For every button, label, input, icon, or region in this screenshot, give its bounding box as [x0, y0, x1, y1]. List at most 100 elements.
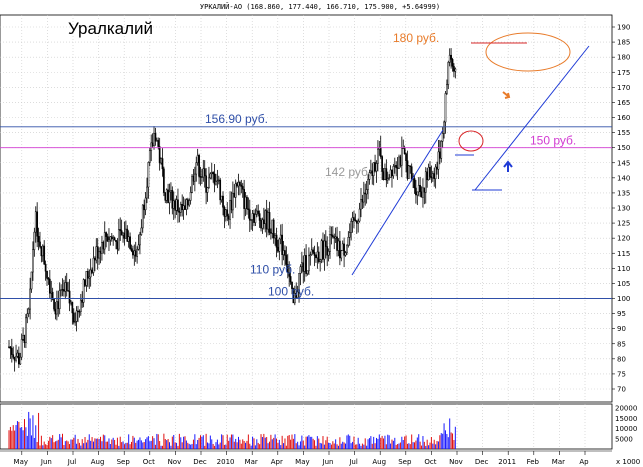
y-tick-label: 170 [617, 84, 630, 92]
candle-body [410, 166, 413, 180]
y-tick-label: 130 [617, 205, 630, 213]
candle-body [340, 250, 343, 259]
candle-body [377, 148, 379, 164]
candle-body [53, 299, 55, 310]
candle-body [362, 192, 365, 203]
candle-body [34, 211, 37, 233]
y-tick-label: 190 [617, 24, 630, 32]
candle-body [217, 179, 220, 182]
x-tick-label: Oct [143, 458, 155, 466]
candle-body [258, 213, 261, 221]
y-axis: 70 75 80 85 90 95 100 105 110 115 120 125 130 135 140 1… [612, 24, 640, 466]
x-tick-label: Apr [271, 458, 283, 466]
candle-body [327, 251, 330, 256]
y-tick-label: 135 [617, 189, 630, 197]
candle-body [216, 180, 219, 182]
candle-body [126, 228, 129, 242]
candle-body [70, 301, 72, 304]
candle-body [12, 354, 15, 358]
candle-body [133, 250, 136, 256]
candle-body [333, 236, 336, 239]
candle-body [246, 196, 248, 210]
candle-body [136, 249, 138, 257]
y-tick-label: 70 [617, 386, 626, 394]
candle-body [426, 171, 429, 181]
candle-body [15, 355, 17, 361]
candle-body [179, 203, 182, 213]
candle-body [195, 162, 198, 175]
y-tick-label: 95 [617, 310, 626, 318]
candle-body [441, 133, 444, 142]
candle-body [431, 173, 434, 179]
candle-body [125, 228, 127, 239]
candle-body [451, 59, 454, 67]
y-tick-label: 125 [617, 220, 630, 228]
candle-body [423, 187, 426, 193]
candle-body [40, 246, 43, 257]
x-tick-label: 2010 [217, 458, 235, 466]
candle-body [51, 291, 54, 300]
candle-body [201, 176, 203, 179]
candle-body [112, 237, 115, 240]
candle-body [315, 255, 317, 259]
candle-body [319, 259, 322, 262]
candle-body [420, 191, 423, 198]
candle-body [305, 255, 307, 274]
candle-body [164, 192, 167, 201]
candle-body [391, 169, 393, 177]
candle-body [372, 162, 375, 176]
candle-body [172, 200, 175, 209]
candle-body [222, 195, 224, 208]
volume-tick-label: 20000 [615, 405, 637, 413]
candle-body [289, 276, 292, 283]
chart-title: Уралкалий [68, 19, 153, 38]
candle-body [143, 204, 146, 211]
candle-body [46, 270, 48, 279]
candle-body [74, 321, 77, 323]
volume-tick-label: 10000 [615, 425, 637, 433]
candle-body [57, 301, 60, 310]
candle-body [54, 308, 57, 315]
candle-body [198, 155, 200, 177]
candle-body [88, 276, 91, 279]
candle-body [323, 240, 326, 260]
candle-body [167, 189, 169, 204]
candle-body [23, 335, 26, 344]
level-label: 142 руб. [325, 165, 371, 179]
candle-body [241, 186, 244, 190]
candle-body [310, 249, 313, 256]
candle-body [403, 147, 406, 155]
y-tick-label: 105 [617, 280, 630, 288]
candle-body [132, 250, 134, 256]
y-tick-label: 120 [617, 235, 630, 243]
candle-body [64, 282, 67, 292]
candle-body [63, 289, 65, 292]
candle-body [186, 199, 189, 206]
candle-body [437, 151, 440, 170]
candle-body [284, 250, 286, 256]
level-label: 156.90 руб. [205, 112, 268, 126]
candle-body [320, 240, 323, 260]
candle-body [78, 311, 81, 313]
x-tick-label: Feb [527, 458, 540, 466]
candle-body [415, 187, 417, 196]
candle-body [79, 299, 82, 313]
candle-body [232, 192, 234, 211]
y-tick-label: 145 [617, 159, 630, 167]
candle-body [253, 213, 255, 223]
candle-body [281, 234, 284, 255]
candle-body [181, 203, 184, 210]
candle-body [279, 234, 282, 240]
volume-tick-label: 5000 [615, 435, 633, 443]
candle-body [381, 156, 383, 172]
x-tick-label: Aug [91, 458, 105, 466]
candle-body [306, 270, 309, 274]
candle-body [10, 348, 13, 355]
candle-body [440, 140, 443, 159]
candle-body [446, 84, 448, 94]
candle-body [77, 310, 79, 312]
candle-body [336, 236, 338, 251]
candle-body [120, 230, 123, 236]
candle-body [398, 156, 400, 169]
candle-body [436, 166, 438, 170]
